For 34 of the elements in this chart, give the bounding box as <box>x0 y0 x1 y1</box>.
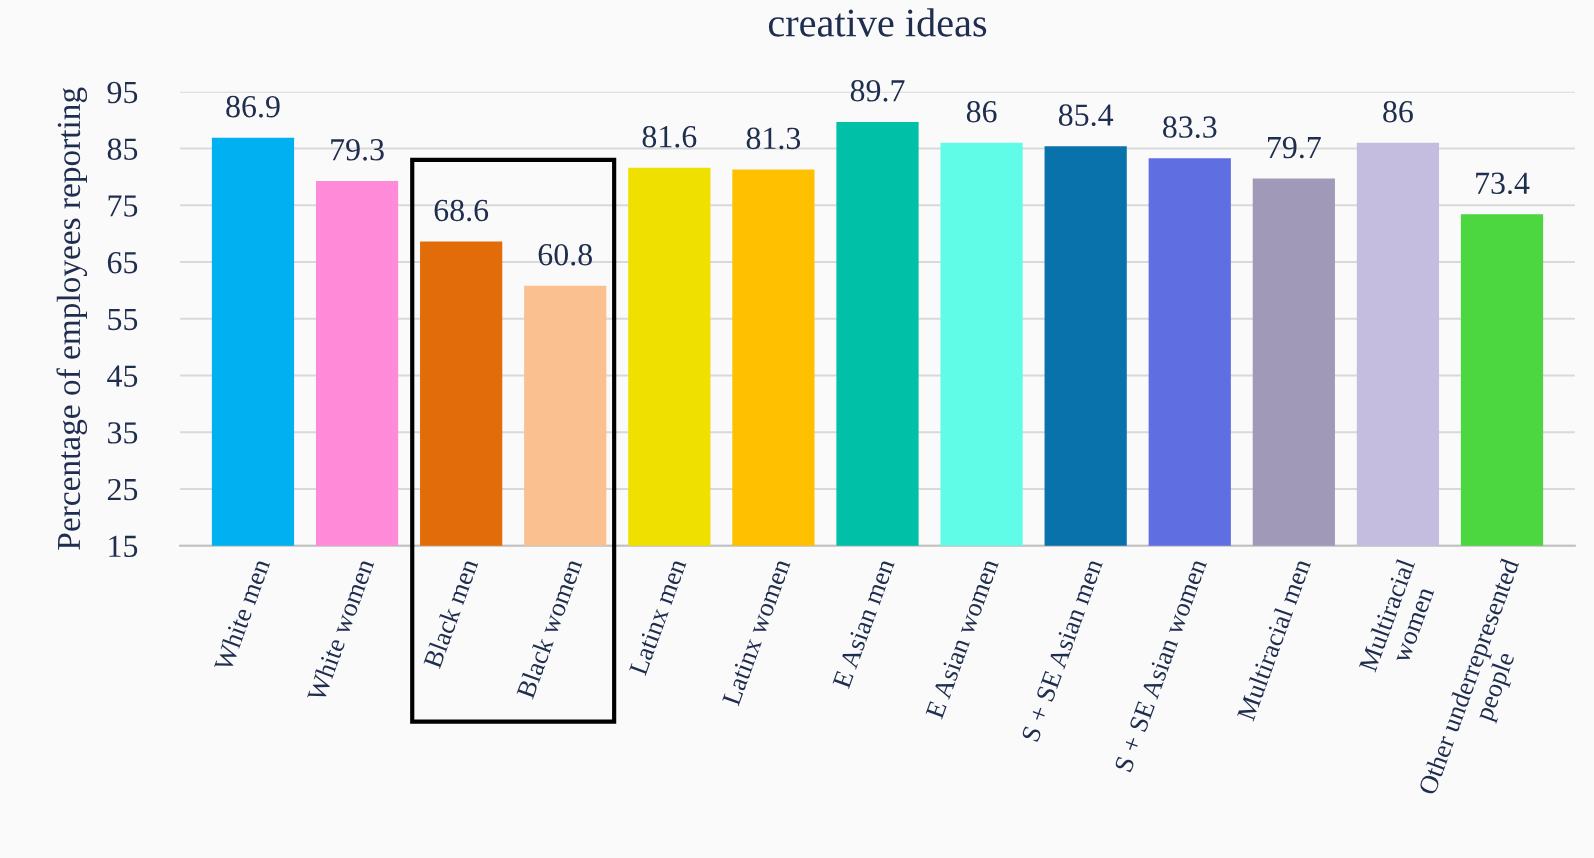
data-label: 60.8 <box>538 243 592 266</box>
y-tick-label: 45 <box>107 365 138 387</box>
data-label: 81.3 <box>746 127 801 150</box>
x-tick-label: White women <box>306 557 375 703</box>
y-tick-label: 85 <box>107 138 138 160</box>
data-label: 79.3 <box>331 139 384 161</box>
data-label: 83.3 <box>1163 116 1217 138</box>
y-tick-label: 95 <box>107 81 138 104</box>
data-label: 86.9 <box>226 95 280 118</box>
y-tick-label: 55 <box>108 308 138 331</box>
x-tick-label: S + SE Asian women <box>1114 557 1208 773</box>
y-tick-label: 15 <box>109 535 138 558</box>
data-label: 73.4 <box>1476 172 1530 195</box>
x-tick-label: Black men <box>422 557 479 670</box>
data-label: 68.6 <box>434 199 489 222</box>
x-tick-label: Latinx men <box>629 557 687 677</box>
y-tick-label: 65 <box>107 251 138 274</box>
y-tick-label: 25 <box>107 478 138 501</box>
data-label: 86 <box>1383 100 1413 123</box>
chart-title: creative ideas <box>768 8 987 37</box>
data-label: 81.6 <box>642 125 697 148</box>
x-tick-label: S + SE Asian men <box>1021 557 1103 743</box>
x-tick-label: E Asian women <box>925 557 999 720</box>
x-tick-label: Latinx women <box>722 557 791 707</box>
data-label: 85.4 <box>1058 104 1114 127</box>
x-tick-label: E Asian men <box>832 557 895 690</box>
data-label: 89.7 <box>850 79 905 102</box>
data-label: 79.7 <box>1268 136 1321 159</box>
x-tick-label: White men <box>213 557 271 673</box>
x-tick-label: Black women <box>515 557 583 700</box>
y-tick-label: 75 <box>108 195 138 217</box>
y-axis-title: Percentage of employees reporting <box>56 87 88 550</box>
data-label: 86 <box>966 100 997 123</box>
y-tick-label: 35 <box>108 422 138 444</box>
